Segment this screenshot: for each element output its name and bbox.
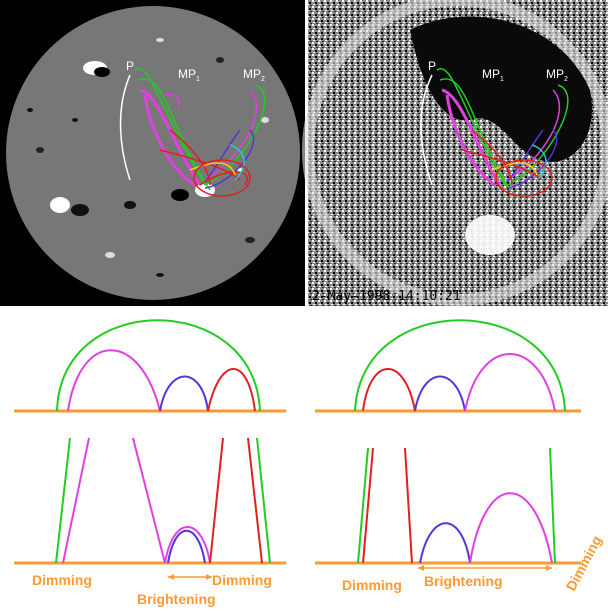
open-line-red-left [363, 448, 373, 563]
brightening-region [465, 215, 515, 255]
label-p-right: P [428, 59, 436, 73]
loop-red [208, 369, 255, 411]
timestamp: 2-May-1998 14:10:21 [312, 289, 461, 304]
loop-magenta [465, 354, 555, 411]
magnetogram-disk [6, 6, 300, 300]
label-dimming-left: Dimming [32, 572, 92, 588]
loop-blue [415, 377, 465, 412]
schematic-after-right [315, 448, 581, 571]
loop-blue [160, 377, 208, 412]
label-brightening-left: Brightening [137, 591, 216, 607]
schematic-before-right [315, 320, 581, 411]
loop-magenta [68, 350, 160, 411]
schematic-after-left [14, 438, 286, 580]
label-brightening-right: Brightening [424, 573, 503, 589]
open-line-red-left [210, 438, 223, 563]
open-line-red-right [405, 448, 412, 563]
open-line-green-right [550, 448, 555, 563]
label-p: P [126, 59, 134, 73]
loop-green [57, 320, 260, 411]
loop-magenta [470, 493, 552, 563]
schematic-before-left [14, 320, 286, 411]
loop-blue [420, 523, 470, 563]
open-line-green-left [358, 448, 368, 563]
loop-red [363, 369, 415, 411]
difference-image-panel: P MP1 MP2 2-May-1998 14:10:21 [308, 0, 608, 306]
open-line-magenta-right [133, 438, 165, 563]
magnetogram-panel: P MP1 MP2 [0, 0, 305, 306]
label-dimming-right: Dimming [342, 577, 402, 593]
label-dimming-mid: Dimming [212, 572, 272, 588]
